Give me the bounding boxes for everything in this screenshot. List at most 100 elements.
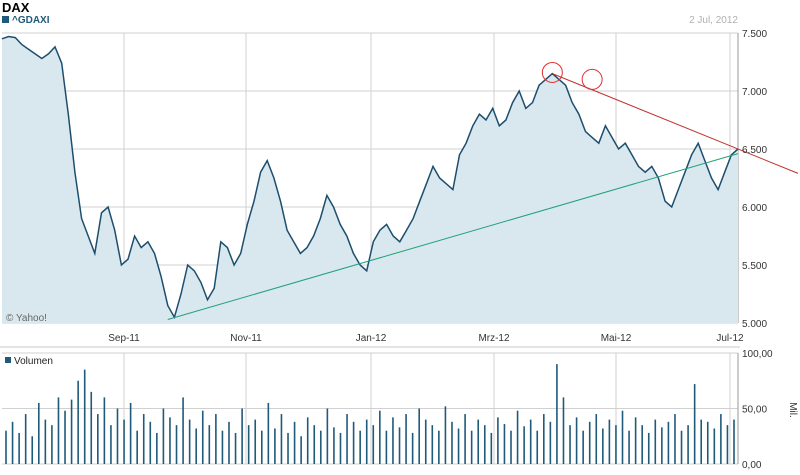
- volume-bar: [64, 410, 66, 464]
- volume-bar: [385, 430, 388, 464]
- volume-bar: [372, 425, 375, 464]
- price-annotations: [167, 61, 799, 321]
- volume-bar: [424, 419, 427, 464]
- volume-y-tick-label: 100,00: [742, 349, 773, 360]
- volume-bar: [392, 417, 394, 464]
- volume-bar: [628, 430, 630, 464]
- volume-bar: [733, 419, 735, 464]
- volume-bar: [661, 427, 663, 464]
- price-x-ticks: Sep-11 Nov-11 Jan-12 Mrz-12 Mai-12 Jul-12: [108, 333, 744, 344]
- volume-bar: [149, 421, 152, 464]
- volume-label: Volumen: [14, 356, 53, 367]
- volume-bar: [142, 414, 145, 464]
- volume-bar: [267, 402, 270, 464]
- volume-bar: [169, 417, 171, 464]
- support-trendline: [167, 153, 739, 321]
- volume-bar: [162, 408, 165, 464]
- volume-bar: [438, 430, 440, 464]
- volume-bar: [97, 414, 99, 464]
- volume-bars: [5, 364, 735, 464]
- volume-y-tick-label: 0,00: [742, 460, 762, 471]
- volume-bar: [490, 432, 493, 464]
- chart-title: DAX: [2, 0, 30, 15]
- volume-bar: [621, 410, 624, 464]
- series-swatch: [2, 16, 9, 23]
- volume-bar: [464, 414, 466, 464]
- price-area: [2, 36, 738, 323]
- volume-bar: [201, 410, 204, 464]
- volume-bar: [274, 428, 276, 464]
- volume-bar: [726, 425, 729, 464]
- price-x-tick-label: Mai-12: [601, 333, 632, 344]
- price-y-tick-label: 5.000: [742, 319, 767, 330]
- volume-bar: [575, 417, 578, 464]
- volume-bar: [280, 414, 283, 464]
- volume-bar: [720, 414, 722, 464]
- volume-bar: [110, 425, 112, 464]
- volume-bar: [339, 432, 342, 464]
- volume-bar: [451, 421, 453, 464]
- price-y-tick-label: 7.000: [742, 87, 767, 98]
- volume-bar: [529, 419, 532, 464]
- volume-bar: [260, 430, 263, 464]
- volume-bar: [569, 425, 571, 464]
- volume-bar: [667, 421, 670, 464]
- volume-bar: [313, 425, 316, 464]
- volume-bar: [477, 419, 480, 464]
- volume-bar: [693, 384, 696, 464]
- volume-bar: [175, 425, 178, 464]
- volume-bar: [215, 414, 217, 464]
- volume-bar: [90, 391, 93, 464]
- volume-bar: [195, 428, 197, 464]
- volume-bar: [5, 430, 7, 464]
- price-y-ticks: 5.000 5.500 6.000 6.500 7.000 7.500: [742, 29, 767, 330]
- volume-bar: [497, 417, 499, 464]
- volume-bar: [647, 432, 650, 464]
- volume-bar: [221, 430, 224, 464]
- price-x-tick-label: Jan-12: [356, 333, 387, 344]
- volume-bar: [700, 419, 703, 464]
- volume-bar: [57, 397, 60, 464]
- volume-bar: [333, 427, 335, 464]
- volume-bar: [70, 399, 73, 464]
- resistance-trendline: [552, 73, 799, 174]
- volume-bar: [418, 408, 420, 464]
- volume-bar: [44, 419, 47, 464]
- volume-bar: [77, 380, 79, 464]
- volume-bar: [483, 425, 486, 464]
- volume-bar: [680, 430, 683, 464]
- volume-bar: [444, 406, 447, 464]
- volume-bar: [379, 410, 381, 464]
- date-label: 2 Jul, 2012: [689, 15, 738, 26]
- volume-bar: [706, 421, 709, 464]
- volume-bar: [83, 369, 86, 464]
- volume-bar: [51, 425, 53, 464]
- price-line: [1, 35, 739, 320]
- volume-bar: [247, 425, 250, 464]
- volume-bar: [516, 410, 519, 464]
- volume-bar: [129, 402, 132, 464]
- volume-bar: [608, 419, 611, 464]
- price-y-tick-label: 6.500: [742, 145, 767, 156]
- volume-bar: [457, 428, 460, 464]
- volume-bar: [556, 364, 558, 464]
- volume-bar: [123, 419, 125, 464]
- price-x-tick-label: Sep-11: [108, 333, 140, 344]
- volume-bar: [188, 419, 191, 464]
- volume-bar: [18, 432, 20, 464]
- volume-bar: [359, 430, 361, 464]
- volume-bar: [293, 421, 296, 464]
- price-x-tick-label: Mrz-12: [478, 333, 510, 344]
- volume-bar: [549, 421, 552, 464]
- volume-bar: [365, 419, 368, 464]
- volume-grid: [2, 352, 739, 465]
- volume-bar: [713, 428, 716, 464]
- volume-bar: [228, 421, 230, 464]
- volume-bar: [510, 430, 512, 464]
- volume-bar: [634, 417, 637, 464]
- volume-bar: [523, 426, 525, 464]
- volume-bar: [588, 421, 591, 464]
- volume-bar: [595, 414, 598, 464]
- volume-bar: [156, 432, 158, 464]
- price-x-tick-label: Nov-11: [230, 333, 262, 344]
